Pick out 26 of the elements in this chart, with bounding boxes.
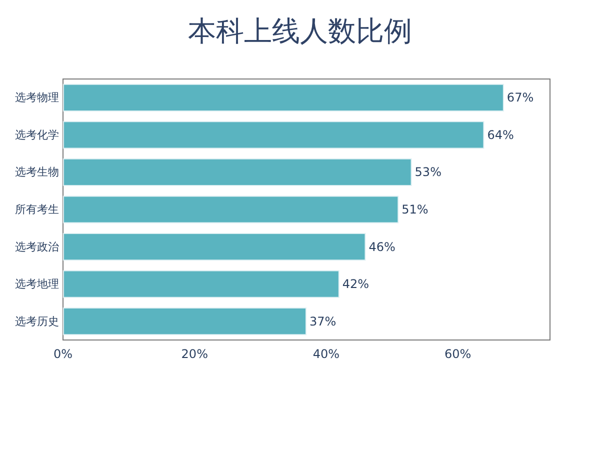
x-tick-label: 60% xyxy=(444,347,472,361)
bar xyxy=(63,121,484,149)
data-label: 64% xyxy=(487,128,514,142)
y-tick-label: 选考物理 xyxy=(15,91,59,104)
x-tick-label: 40% xyxy=(312,347,340,361)
bar xyxy=(63,308,306,336)
y-tick-label: 选考地理 xyxy=(15,278,59,291)
bar xyxy=(63,232,366,261)
bar xyxy=(63,84,504,112)
bar xyxy=(63,270,340,298)
bar xyxy=(63,196,399,224)
data-label: 42% xyxy=(342,277,370,292)
y-tick-label: 选考政治 xyxy=(15,240,59,254)
bar xyxy=(63,158,412,186)
data-label: 53% xyxy=(414,165,442,180)
y-tick-label: 选考历史 xyxy=(15,314,59,328)
data-label: 67% xyxy=(506,90,534,105)
x-tick-label: 20% xyxy=(181,347,208,361)
data-label: 51% xyxy=(402,202,428,216)
y-tick-label: 选考化学 xyxy=(15,128,59,142)
y-tick-label: 所有考生 xyxy=(15,203,59,216)
data-label: 37% xyxy=(310,314,336,328)
data-label: 46% xyxy=(368,240,396,254)
x-tick-label: 0% xyxy=(53,347,73,361)
y-tick-label: 选考生物 xyxy=(15,166,59,179)
chart-title: 本科上线人数比例 xyxy=(188,14,412,48)
